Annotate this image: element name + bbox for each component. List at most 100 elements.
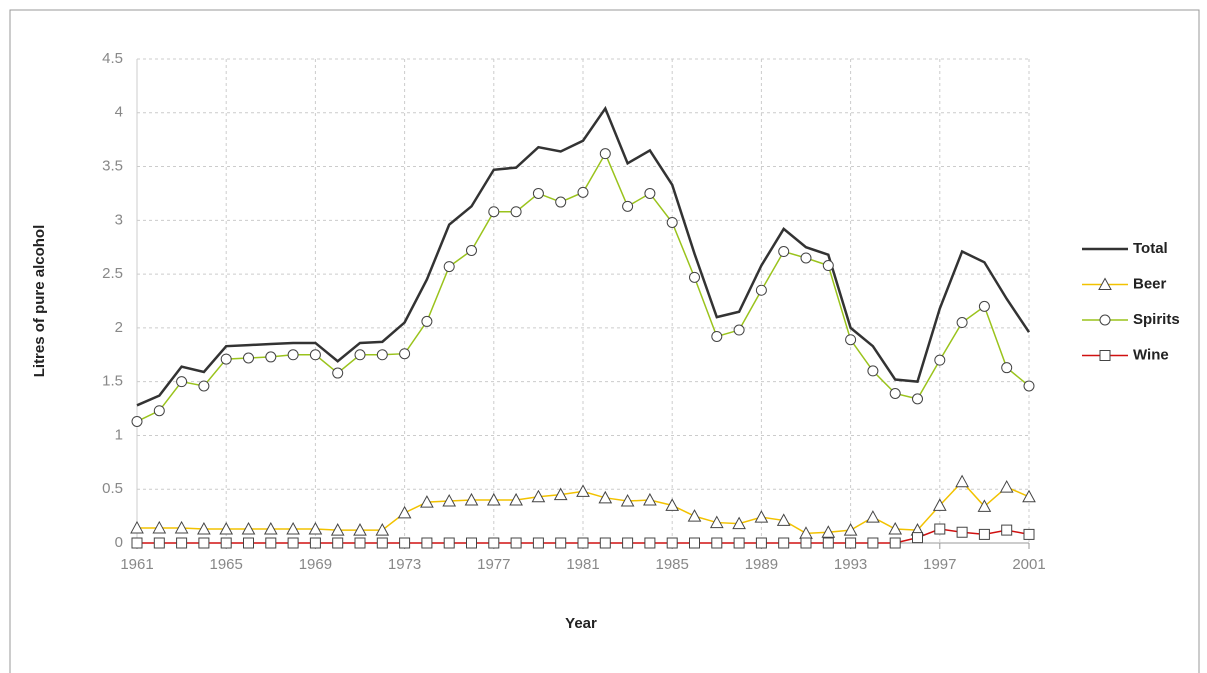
point [689, 271, 700, 283]
point [577, 186, 589, 198]
point [466, 244, 477, 256]
point [888, 521, 903, 535]
point [754, 510, 769, 523]
x-axis-label: Year [565, 615, 597, 632]
x-tick-label: 2001 [1012, 556, 1045, 573]
legend-label: Spirits [1133, 311, 1180, 328]
point [197, 521, 211, 535]
point [622, 200, 634, 212]
point [1023, 528, 1035, 540]
point [1001, 524, 1013, 536]
point [376, 537, 388, 549]
point [153, 537, 165, 549]
point [867, 365, 879, 377]
point [866, 510, 880, 523]
point [845, 537, 857, 549]
point [509, 492, 523, 506]
point [354, 537, 366, 549]
legend-label: Wine [1133, 346, 1169, 363]
point [755, 537, 767, 549]
y-tick-label: 4.5 [102, 50, 123, 67]
point [687, 509, 702, 522]
point [733, 537, 745, 549]
point [1099, 350, 1111, 361]
y-tick-label: 0.5 [102, 480, 123, 497]
point [466, 537, 477, 549]
x-tick-label: 1969 [299, 556, 332, 573]
point [622, 537, 634, 549]
point [733, 324, 745, 336]
point [1022, 489, 1036, 503]
point [912, 393, 923, 405]
point [241, 521, 256, 535]
point [265, 537, 277, 549]
point [130, 520, 144, 534]
point [376, 349, 388, 361]
point [375, 523, 390, 536]
point [308, 521, 323, 535]
point [421, 537, 433, 549]
point [889, 537, 901, 549]
point [711, 330, 723, 342]
point [800, 537, 812, 549]
point [287, 537, 299, 549]
point [420, 495, 434, 508]
point [644, 187, 656, 199]
legend-label: Beer [1133, 275, 1167, 292]
y-tick-label: 1 [115, 426, 123, 443]
point [488, 537, 500, 549]
point [1023, 380, 1035, 392]
point [577, 537, 589, 549]
point [1001, 362, 1013, 374]
point [397, 505, 412, 519]
point [243, 352, 254, 364]
point [643, 492, 657, 506]
point [956, 317, 968, 329]
point [821, 525, 836, 538]
legend-label: Total [1133, 240, 1168, 257]
point [778, 246, 790, 258]
point [219, 521, 234, 535]
point [220, 537, 232, 549]
frame [9, 9, 1200, 673]
point [1099, 314, 1111, 326]
x-tick-label: 1981 [566, 556, 599, 573]
point [732, 516, 746, 530]
point [421, 315, 433, 327]
point [822, 260, 834, 272]
point [131, 537, 143, 549]
point [553, 487, 568, 501]
point [822, 537, 834, 549]
point [689, 537, 700, 549]
y-tick-label: 3 [115, 211, 123, 228]
point [845, 334, 857, 346]
point [510, 206, 522, 218]
point [354, 349, 366, 361]
y-tick-label: 3.5 [102, 158, 123, 175]
point [332, 367, 344, 379]
point [486, 492, 501, 506]
point [265, 351, 277, 363]
point [599, 148, 611, 160]
y-tick-label: 1.5 [102, 373, 123, 390]
point [220, 353, 232, 365]
x-tick-label: 1965 [210, 556, 243, 573]
point [978, 300, 990, 312]
point [131, 415, 143, 427]
point [956, 526, 968, 538]
point [867, 537, 879, 549]
point [576, 484, 590, 497]
y-tick-label: 2.5 [102, 265, 123, 282]
point [399, 348, 411, 360]
point [464, 492, 479, 506]
point [532, 537, 544, 549]
point [598, 490, 613, 504]
x-tick-label: 1977 [477, 556, 510, 573]
point [889, 387, 901, 399]
point [198, 380, 210, 392]
x-tick-label: 1985 [656, 556, 689, 573]
point [176, 376, 188, 388]
series-line [136, 105, 1031, 407]
point [443, 537, 455, 549]
